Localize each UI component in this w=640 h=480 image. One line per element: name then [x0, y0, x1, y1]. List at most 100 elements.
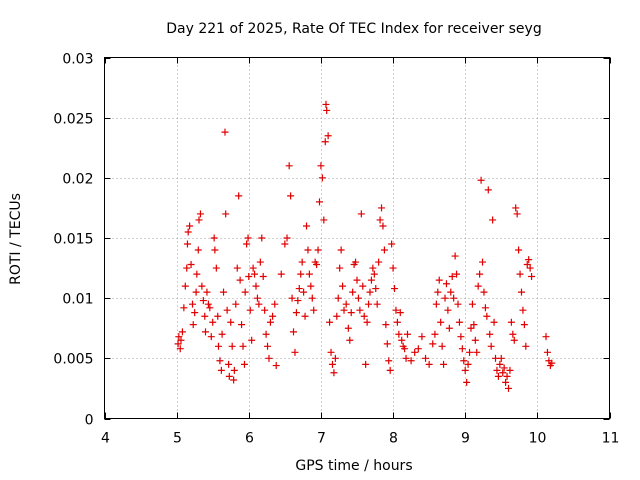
data-point: [515, 246, 523, 254]
data-point: [177, 336, 185, 344]
data-point: [305, 270, 313, 278]
data-point: [502, 378, 510, 386]
data-point: [357, 210, 365, 218]
data-point: [454, 300, 462, 308]
data-point: [401, 345, 409, 353]
data-point: [363, 318, 371, 326]
data-point: [346, 336, 354, 344]
data-point: [422, 354, 430, 362]
x-tick-label: 10: [529, 431, 547, 447]
data-point: [222, 210, 230, 218]
data-point: [174, 340, 182, 348]
data-point: [347, 309, 355, 317]
data-point: [450, 294, 458, 302]
data-point: [337, 246, 345, 254]
data-point: [328, 360, 336, 368]
data-point: [490, 318, 498, 326]
x-tick-label: 6: [245, 431, 254, 447]
x-tick-label: 11: [602, 431, 620, 447]
data-point: [321, 138, 329, 146]
data-point: [199, 297, 207, 305]
data-point: [367, 276, 375, 284]
data-point: [447, 288, 455, 296]
data-point: [269, 312, 277, 320]
data-point: [507, 318, 515, 326]
data-point: [372, 285, 380, 293]
data-point: [543, 348, 551, 356]
data-point: [429, 340, 437, 348]
data-point: [206, 304, 214, 312]
data-point: [484, 186, 492, 194]
data-point: [496, 360, 504, 368]
data-point: [360, 312, 368, 320]
data-point: [193, 270, 201, 278]
data-point: [189, 321, 197, 329]
data-point: [183, 264, 191, 272]
data-point: [418, 333, 426, 341]
data-point: [285, 162, 293, 170]
data-point: [466, 348, 474, 356]
data-point: [245, 273, 253, 281]
y-tick-label: 0.02: [62, 172, 93, 188]
data-point: [548, 359, 556, 367]
data-point: [479, 258, 487, 266]
data-point: [283, 234, 291, 242]
data-point: [432, 300, 440, 308]
data-point: [259, 273, 267, 281]
data-point: [240, 360, 248, 368]
data-point: [431, 330, 439, 338]
data-point: [435, 276, 443, 284]
data-point: [444, 306, 452, 314]
chart-title: Day 221 of 2025, Rate Of TEC Index for r…: [166, 21, 541, 37]
data-point: [460, 357, 468, 365]
data-point: [525, 256, 533, 264]
data-point: [194, 246, 202, 254]
data-point: [379, 222, 387, 230]
data-point: [210, 234, 218, 242]
data-point: [499, 369, 507, 377]
data-point: [392, 306, 400, 314]
data-point: [455, 318, 463, 326]
data-point: [473, 348, 481, 356]
data-point: [192, 288, 200, 296]
data-point: [310, 306, 318, 314]
data-point: [458, 345, 466, 353]
data-point: [264, 342, 272, 350]
data-point: [225, 372, 233, 380]
data-point: [522, 342, 530, 350]
data-point: [489, 216, 497, 224]
data-point: [249, 264, 257, 272]
data-point: [474, 282, 482, 290]
data-point: [375, 258, 383, 266]
data-point: [471, 336, 479, 344]
data-point: [513, 210, 521, 218]
data-point: [223, 306, 231, 314]
data-point: [183, 240, 191, 248]
data-point: [176, 345, 184, 353]
data-point: [376, 216, 384, 224]
data-point: [542, 333, 550, 341]
data-point: [184, 228, 192, 236]
grid-lines: [104, 57, 610, 419]
data-point: [414, 345, 422, 353]
data-point: [398, 336, 406, 344]
data-point: [288, 294, 296, 302]
data-point: [385, 357, 393, 365]
data-point: [202, 328, 209, 336]
data-point: [407, 357, 415, 365]
data-point: [389, 264, 397, 272]
data-point: [411, 348, 419, 356]
data-point: [297, 270, 305, 278]
data-point: [373, 300, 381, 308]
data-point: [324, 132, 332, 140]
data-point: [204, 300, 212, 308]
data-point: [353, 276, 361, 284]
data-point: [359, 282, 367, 290]
data-point: [233, 264, 241, 272]
data-point: [228, 342, 236, 350]
data-point: [333, 312, 341, 320]
data-point: [304, 246, 312, 254]
data-point: [464, 360, 472, 368]
data-point: [220, 288, 228, 296]
data-point: [468, 300, 476, 308]
